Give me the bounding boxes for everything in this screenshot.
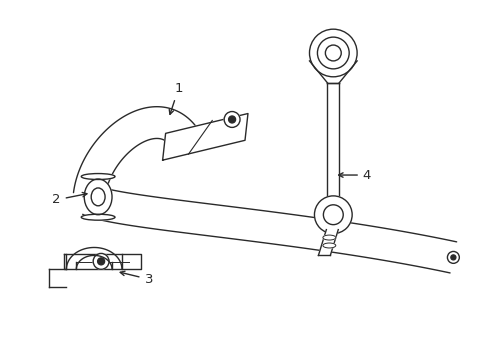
Polygon shape	[326, 83, 339, 197]
Circle shape	[309, 29, 356, 77]
Circle shape	[450, 255, 455, 260]
Ellipse shape	[91, 188, 105, 206]
Ellipse shape	[322, 243, 335, 248]
Ellipse shape	[81, 174, 115, 180]
Polygon shape	[82, 185, 456, 273]
Polygon shape	[73, 107, 204, 197]
Circle shape	[323, 205, 343, 225]
Ellipse shape	[81, 214, 115, 220]
Polygon shape	[64, 255, 141, 269]
Circle shape	[224, 112, 240, 127]
Text: 1: 1	[169, 82, 183, 114]
Circle shape	[314, 196, 351, 234]
Circle shape	[325, 45, 341, 61]
Text: 4: 4	[338, 168, 370, 181]
Text: 3: 3	[120, 271, 153, 286]
Circle shape	[317, 37, 348, 69]
Polygon shape	[318, 230, 338, 255]
Circle shape	[93, 253, 109, 269]
Circle shape	[98, 258, 104, 265]
Polygon shape	[163, 113, 247, 160]
Polygon shape	[48, 269, 66, 287]
Ellipse shape	[84, 179, 112, 215]
Circle shape	[447, 251, 458, 264]
Text: 2: 2	[52, 193, 87, 206]
Polygon shape	[66, 247, 122, 269]
Circle shape	[228, 116, 235, 123]
Ellipse shape	[322, 235, 335, 240]
